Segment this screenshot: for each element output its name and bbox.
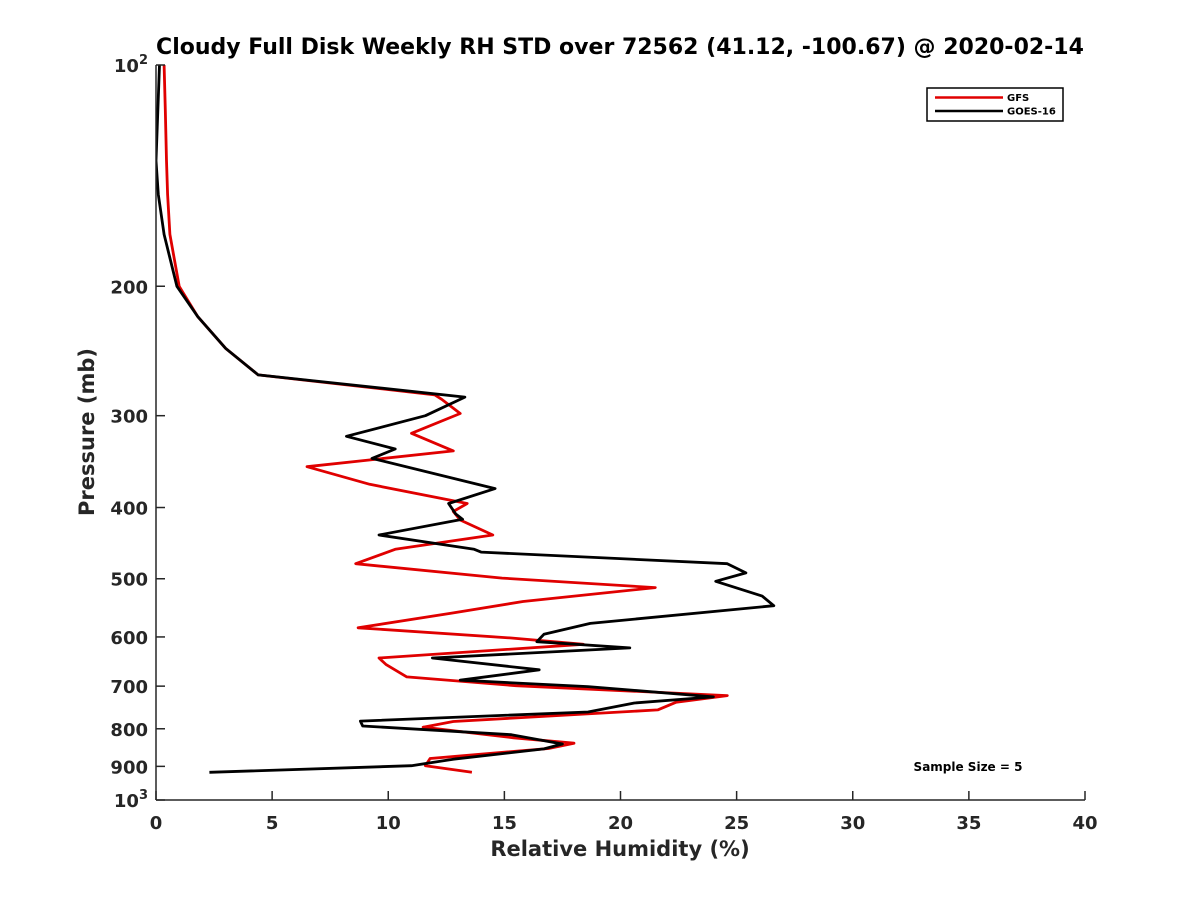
legend-entry-goes16: GOES-16 — [1007, 107, 1056, 118]
y-tick-label: 103 — [114, 788, 148, 812]
y-tick-label: 900 — [110, 757, 148, 778]
axes — [155, 64, 1086, 801]
legend: GFS GOES-16 — [926, 87, 1064, 122]
x-tick-label: 25 — [724, 813, 749, 834]
x-tick-label: 30 — [840, 813, 865, 834]
x-axis-label: Relative Humidity (%) — [490, 837, 749, 861]
y-tick-label: 400 — [110, 499, 148, 520]
x-tick-label: 5 — [266, 813, 279, 834]
legend-box — [926, 87, 1064, 122]
y-tick-label: 300 — [110, 407, 148, 428]
y-tick-label: 200 — [110, 277, 148, 298]
y-tick-label: 600 — [110, 628, 148, 649]
x-tick-label: 15 — [492, 813, 517, 834]
legend-entry-gfs: GFS — [1007, 93, 1029, 104]
chart-title: Cloudy Full Disk Weekly RH STD over 7256… — [156, 35, 1084, 60]
x-tick-label: 40 — [1072, 813, 1097, 834]
x-tick-label: 10 — [376, 813, 401, 834]
x-tick-label: 0 — [150, 813, 163, 834]
x-tick-label: 35 — [956, 813, 981, 834]
y-tick-label: 500 — [110, 570, 148, 591]
tick-labels: 0 5 10 15 20 25 30 35 40 102 200 300 400 500 600 700 800… — [110, 53, 1097, 834]
y-axis-label: Pressure (mb) — [75, 348, 99, 516]
y-tick-label: 700 — [110, 677, 148, 698]
series-line-goes16 — [156, 65, 776, 774]
y-tick-label: 800 — [110, 720, 148, 741]
sample-size-annotation: Sample Size = 5 — [914, 760, 1023, 774]
x-tick-label: 20 — [608, 813, 633, 834]
series-layer — [156, 65, 776, 774]
y-tick-label: 102 — [114, 53, 148, 77]
